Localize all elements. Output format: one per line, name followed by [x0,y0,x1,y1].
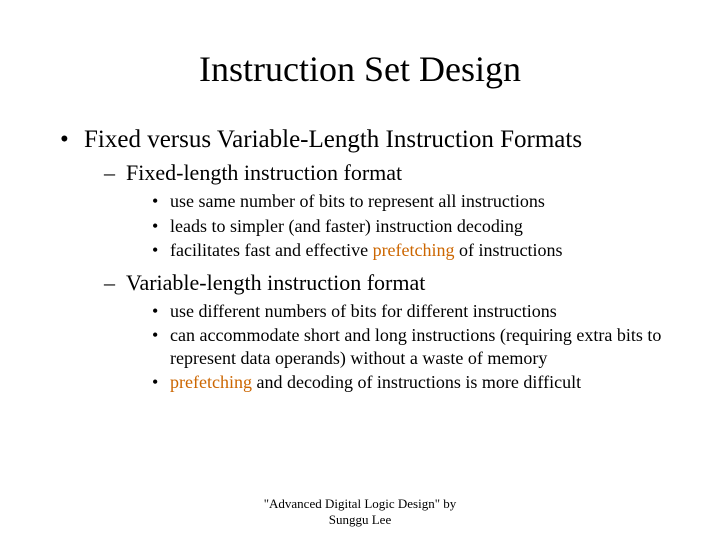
lvl3-item: prefetching and decoding of instructions… [152,371,672,394]
footer-line2: Sunggu Lee [0,512,720,528]
lvl3-item: use same number of bits to represent all… [152,190,672,213]
footer-line1: "Advanced Digital Logic Design" by [0,496,720,512]
lvl2-text: Fixed-length instruction format [126,160,402,185]
lvl3-item: can accommodate short and long instructi… [152,324,672,369]
lvl3-pre: use different numbers of bits for differ… [170,301,557,321]
bullet-list-lvl1: Fixed versus Variable-Length Instruction… [0,126,720,394]
lvl3-pre: leads to simpler (and faster) instructio… [170,216,523,236]
slide-title: Instruction Set Design [0,48,720,90]
lvl3-pre: use same number of bits to represent all… [170,191,545,211]
lvl1-text: Fixed versus Variable-Length Instruction… [84,126,582,153]
lvl3-post: and decoding of instructions is more dif… [252,372,581,392]
lvl2-item: Variable-length instruction format use d… [104,270,672,394]
lvl3-item: use different numbers of bits for differ… [152,300,672,323]
bullet-list-lvl3: use different numbers of bits for differ… [126,300,672,394]
lvl3-highlight: prefetching [170,372,252,392]
slide: Instruction Set Design Fixed versus Vari… [0,0,720,540]
bullet-list-lvl2: Fixed-length instruction format use same… [84,160,672,394]
lvl3-pre: can accommodate short and long instructi… [170,325,661,368]
lvl3-pre: facilitates fast and effective [170,240,373,260]
lvl3-item: facilitates fast and effective prefetchi… [152,239,672,262]
lvl3-item: leads to simpler (and faster) instructio… [152,215,672,238]
lvl3-highlight: prefetching [373,240,455,260]
slide-footer: "Advanced Digital Logic Design" by Sungg… [0,496,720,529]
lvl2-text: Variable-length instruction format [126,270,425,295]
bullet-list-lvl3: use same number of bits to represent all… [126,190,672,262]
lvl2-item: Fixed-length instruction format use same… [104,160,672,262]
lvl1-item: Fixed versus Variable-Length Instruction… [60,126,672,394]
lvl3-post: of instructions [455,240,563,260]
